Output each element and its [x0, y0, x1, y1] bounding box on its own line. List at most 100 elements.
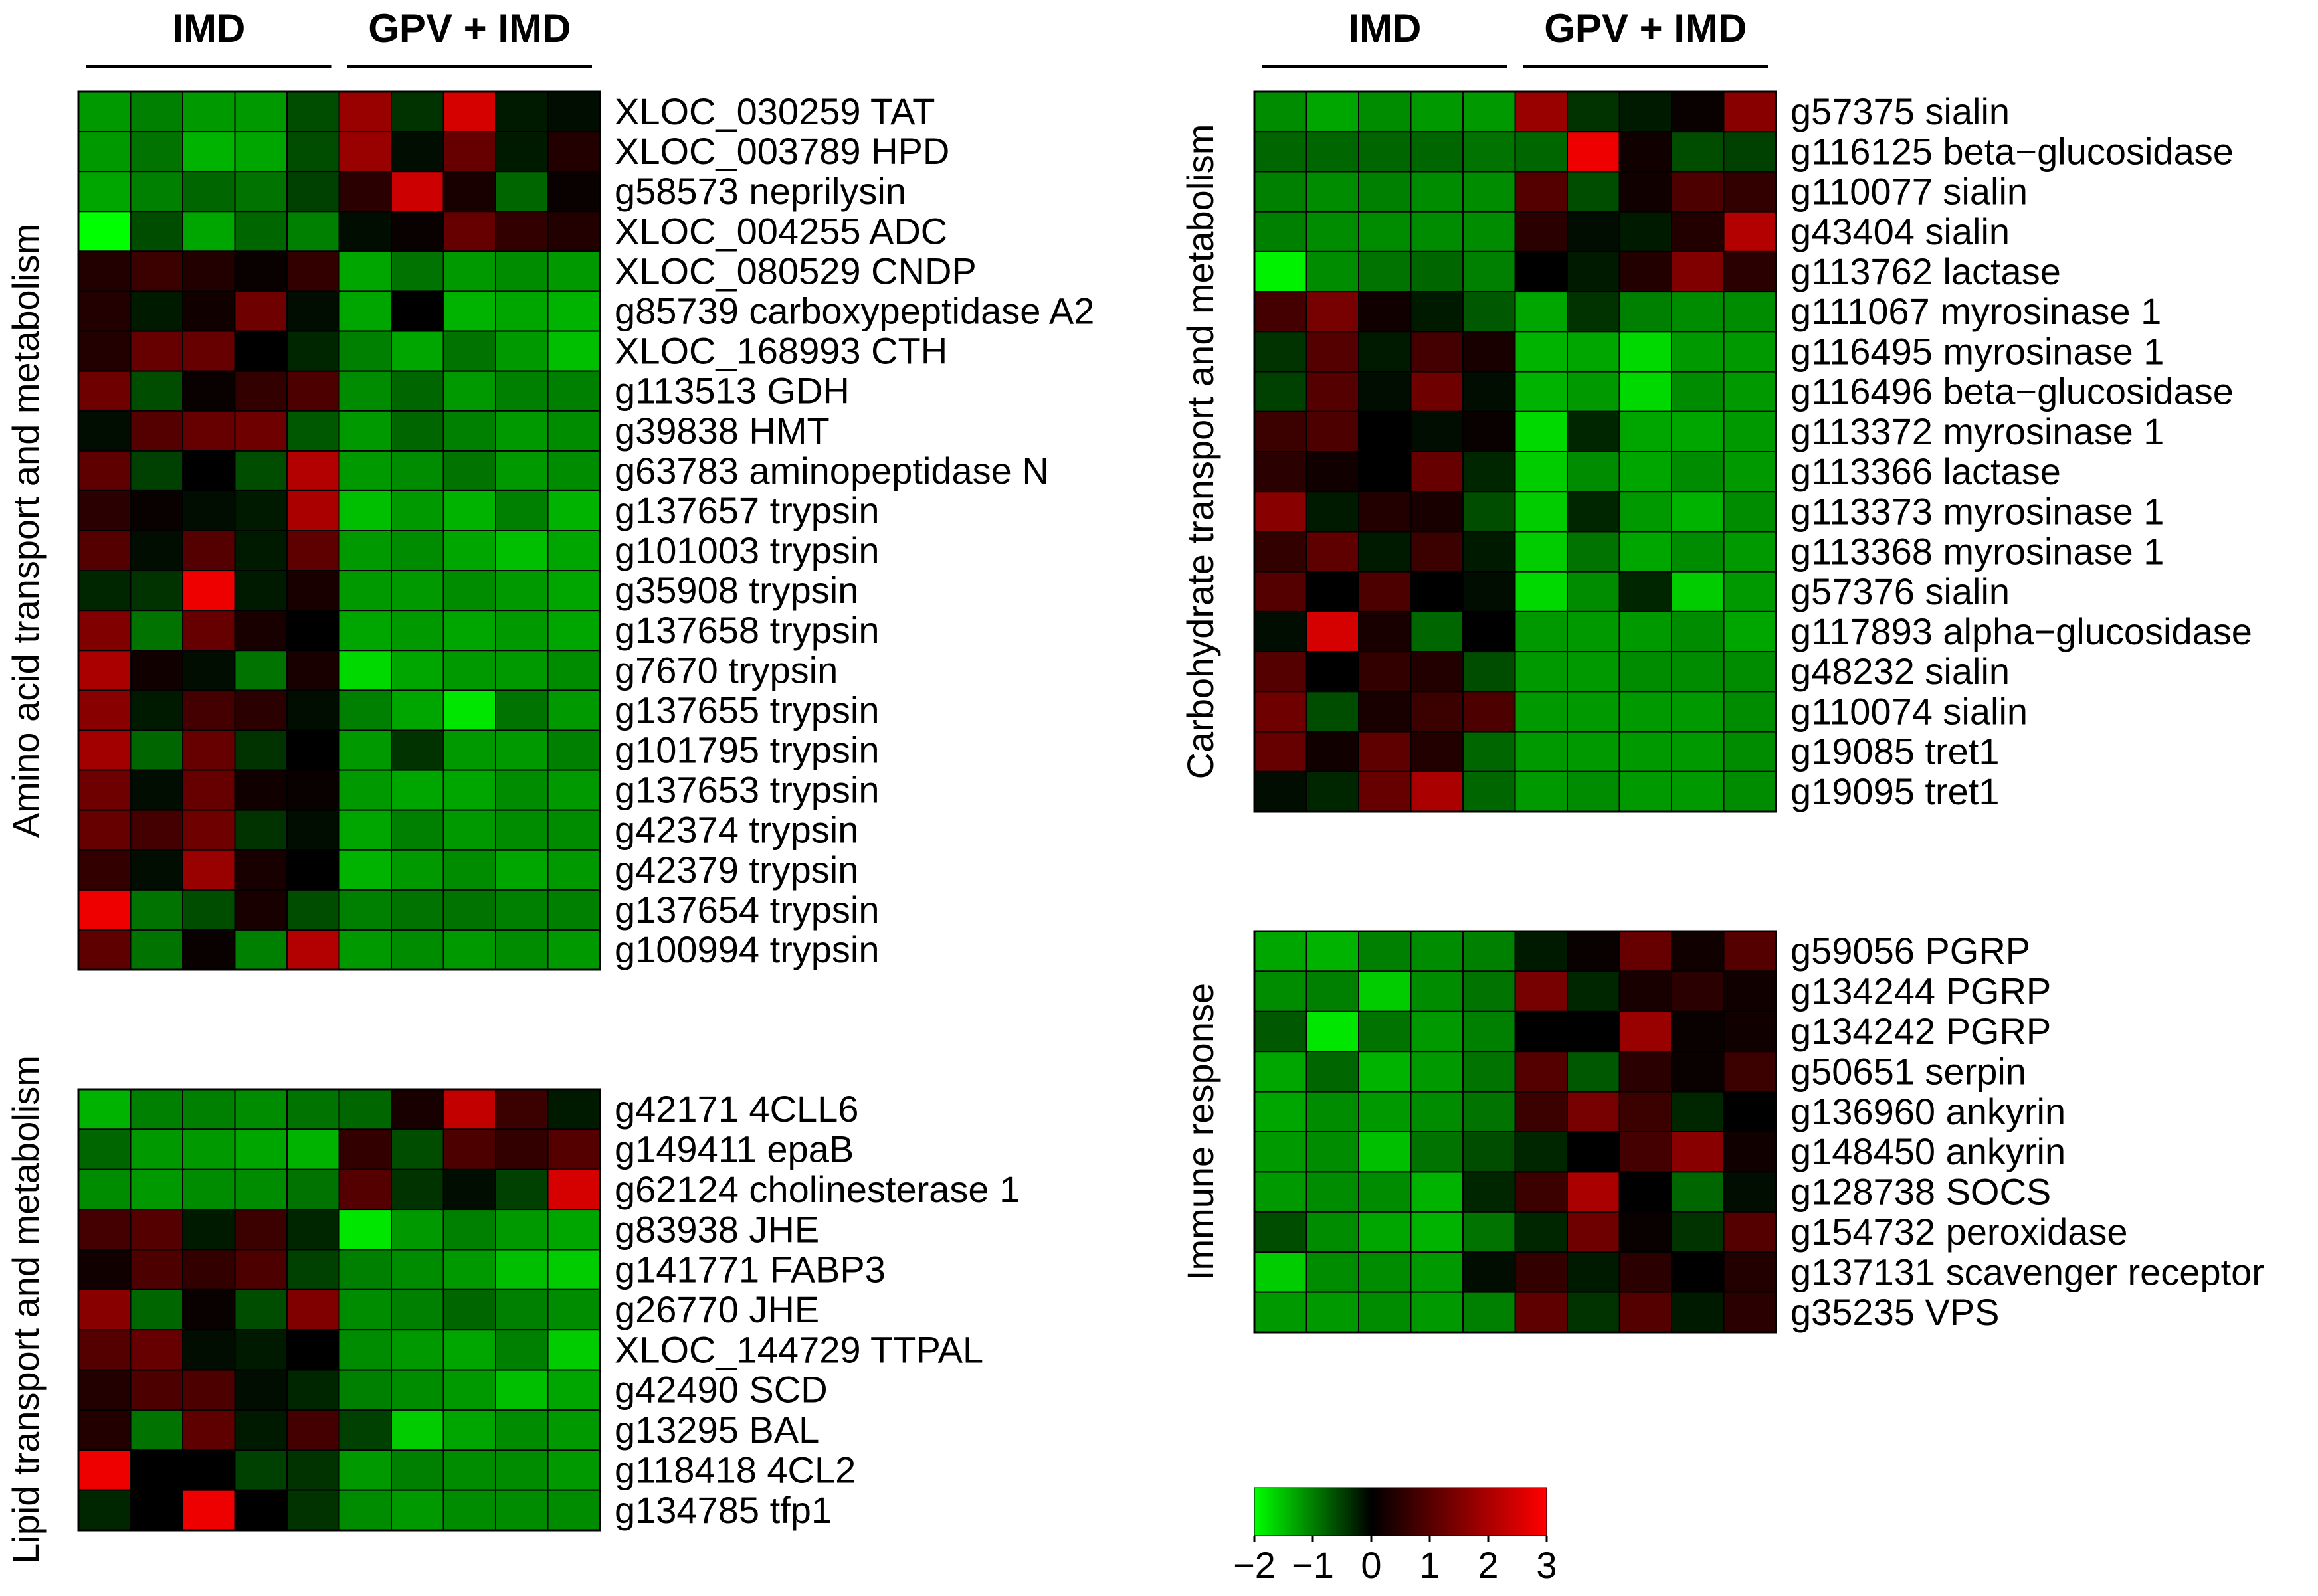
- row-label: g113373 myrosinase 1: [1790, 490, 2164, 532]
- heatmap-cell: [1618, 171, 1672, 213]
- row-label: g35908 trypsin: [615, 569, 858, 611]
- heatmap-cell: [1462, 131, 1516, 173]
- heatmap-cell: [495, 211, 549, 252]
- row-label: g101795 trypsin: [615, 729, 880, 771]
- heatmap-cell: [338, 1128, 392, 1170]
- heatmap-cell: [234, 489, 288, 531]
- heatmap-cell: [442, 530, 496, 572]
- heatmap-cell: [1305, 1211, 1359, 1253]
- legend-gradient-step: [1327, 1488, 1331, 1536]
- heatmap-cell: [338, 769, 392, 811]
- heatmap-cell: [130, 290, 183, 332]
- legend-gradient-step: [1497, 1488, 1501, 1536]
- heatmap-cell: [1618, 1131, 1672, 1173]
- heatmap-cell: [1567, 371, 1620, 412]
- heatmap-cell: [182, 769, 236, 811]
- heatmap-cell: [338, 729, 392, 771]
- heatmap-cell: [442, 849, 496, 891]
- heatmap-cell: [286, 1409, 340, 1451]
- heatmap-cell: [1671, 291, 1725, 333]
- heatmap-cell: [442, 1369, 496, 1411]
- heatmap-cell: [1671, 770, 1725, 813]
- legend-gradient-step: [1345, 1488, 1349, 1536]
- legend-gradient-step: [1324, 1488, 1328, 1536]
- heatmap-cell: [391, 410, 444, 452]
- heatmap-cell: [286, 290, 340, 332]
- heatmap-cell: [338, 610, 392, 652]
- row-label: g42374 trypsin: [615, 809, 858, 851]
- heatmap-cell: [1618, 1211, 1672, 1253]
- heatmap-cell: [1254, 291, 1307, 333]
- heatmap-cell: [547, 1489, 601, 1531]
- heatmap-cell: [1567, 1131, 1620, 1173]
- heatmap-cell: [182, 1329, 236, 1371]
- heatmap-cell: [495, 1168, 549, 1211]
- legend-gradient-step: [1395, 1488, 1399, 1536]
- heatmap-cell: [286, 1288, 340, 1331]
- heatmap-cell: [338, 1449, 392, 1491]
- row-label: g57376 sialin: [1790, 571, 2010, 612]
- heatmap-cell: [338, 849, 392, 891]
- row-label: g116125 beta−glucosidase: [1790, 130, 2234, 172]
- heatmap-cell: [1567, 610, 1620, 653]
- heatmap-cell: [1254, 1291, 1307, 1333]
- row-label: g19095 tret1: [1790, 770, 1999, 812]
- heatmap-cell: [1618, 610, 1672, 653]
- heatmap-cell: [130, 769, 183, 811]
- heatmap-cell: [130, 171, 183, 213]
- row-label: g116496 beta−glucosidase: [1790, 371, 2234, 412]
- legend-gradient-step: [1450, 1488, 1454, 1536]
- heatmap-cell: [1305, 691, 1359, 733]
- legend-gradient-step: [1529, 1488, 1533, 1536]
- heatmap-cell: [130, 1249, 183, 1290]
- row-label: g117893 alpha−glucosidase: [1790, 610, 2252, 652]
- heatmap-cell: [1567, 211, 1620, 252]
- heatmap-cell: [286, 1249, 340, 1290]
- row-label: g101003 trypsin: [615, 529, 880, 571]
- heatmap-cell: [442, 131, 496, 173]
- heatmap-cell: [547, 1168, 601, 1211]
- row-label: g137653 trypsin: [615, 769, 880, 811]
- heatmap-cell: [442, 330, 496, 372]
- legend-gradient-step: [1330, 1488, 1334, 1536]
- heatmap-cell: [547, 1209, 601, 1251]
- heatmap-cell: [547, 171, 601, 213]
- heatmap-cell: [1567, 1091, 1620, 1132]
- heatmap-border: [77, 90, 601, 971]
- legend-gradient-step: [1357, 1488, 1360, 1536]
- heatmap-cell: [442, 1089, 496, 1130]
- heatmap-cell: [1462, 1131, 1516, 1173]
- heatmap-cell: [547, 489, 601, 531]
- heatmap-cell: [1567, 1251, 1620, 1293]
- heatmap-cell: [78, 570, 132, 612]
- legend-gradient-step: [1309, 1488, 1313, 1536]
- heatmap-cell: [1567, 531, 1620, 573]
- heatmap-cell: [182, 290, 236, 332]
- heatmap-cell: [495, 889, 549, 931]
- heatmap-cell: [391, 1089, 444, 1130]
- heatmap-cell: [1305, 531, 1359, 573]
- heatmap-cell: [286, 1128, 340, 1170]
- heatmap-cell: [1305, 770, 1359, 813]
- legend-gradient-step: [1511, 1488, 1515, 1536]
- row-label: g137657 trypsin: [615, 489, 880, 531]
- heatmap-cell: [338, 1089, 392, 1130]
- heatmap-cell: [1671, 970, 1725, 1012]
- heatmap-cell: [1305, 1131, 1359, 1173]
- heatmap-cell: [338, 689, 392, 731]
- heatmap-cell: [1618, 291, 1672, 333]
- heatmap-cell: [1514, 131, 1568, 173]
- legend-gradient-step: [1499, 1488, 1503, 1536]
- heatmap-cell: [1567, 1051, 1620, 1093]
- heatmap-cell: [234, 370, 288, 412]
- legend-gradient-step: [1386, 1488, 1389, 1536]
- legend-gradient-step: [1543, 1488, 1547, 1536]
- heatmap-cell: [442, 489, 496, 531]
- heatmap-cell: [1305, 731, 1359, 772]
- heatmap-cell: [1618, 770, 1672, 813]
- legend-gradient-step: [1517, 1488, 1521, 1536]
- row-label: g110074 sialin: [1790, 690, 2028, 732]
- heatmap-cell: [78, 370, 132, 412]
- heatmap-cell: [1723, 1211, 1777, 1253]
- heatmap-cell: [1462, 1051, 1516, 1093]
